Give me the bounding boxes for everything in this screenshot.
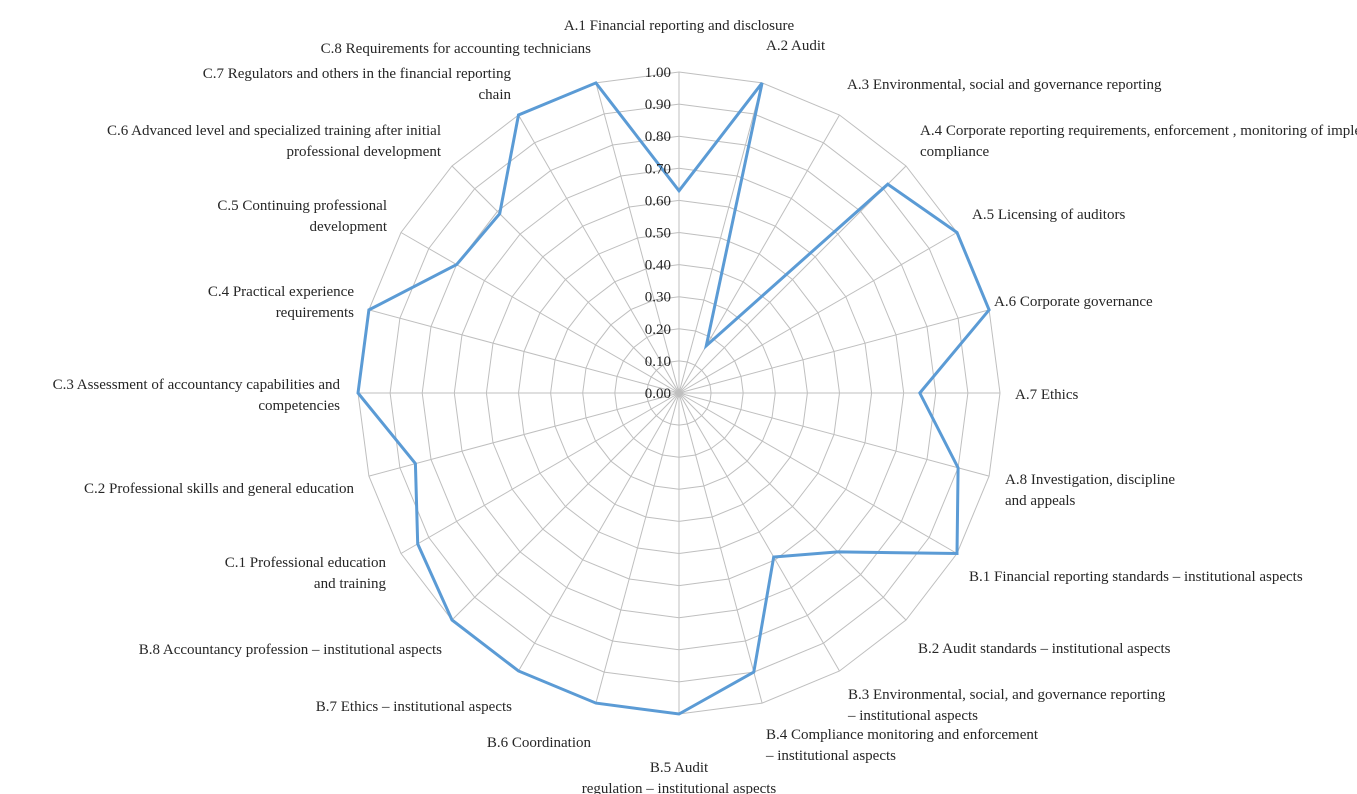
grid-spoke	[678, 82, 763, 394]
tick-label: 0.90	[645, 97, 671, 113]
category-label: A.5 Licensing of auditors	[972, 207, 1125, 223]
category-label: B.1 Financial reporting standards – inst…	[969, 569, 1303, 585]
grid-spoke	[678, 165, 907, 394]
radar-grid	[357, 71, 1001, 715]
grid-spoke	[678, 392, 990, 477]
category-label: B.3 Environmental, social, and governanc…	[847, 687, 1166, 724]
category-label: A.2 Audit	[766, 38, 826, 54]
grid-spoke	[678, 232, 958, 394]
category-label: C.7 Regulators and others in the financi…	[203, 66, 512, 103]
tick-label: 0.60	[645, 193, 671, 209]
category-label: B.5 Audit regulation – institutional aspe…	[582, 760, 777, 794]
grid-spoke	[518, 114, 680, 394]
grid-spoke	[678, 309, 990, 394]
radial-tick-labels: 0.00 0.10 0.20 0.30 0.40 0.50 0.60 0.70 0.80 0.90…	[645, 65, 671, 402]
grid-spoke	[400, 392, 680, 554]
grid-spoke	[451, 392, 680, 621]
category-label: C.1 Professional education and training	[225, 555, 387, 592]
grid-spoke	[678, 392, 840, 672]
grid-spoke	[678, 114, 840, 394]
tick-label: 0.00	[645, 386, 671, 402]
grid-spoke	[400, 232, 680, 394]
grid-spoke	[678, 392, 958, 554]
grid-spoke	[368, 392, 680, 477]
grid-spoke	[678, 392, 907, 621]
category-label: C.4 Practical experience requirements	[208, 284, 355, 321]
category-label: A.7 Ethics	[1015, 387, 1078, 403]
tick-label: 1.00	[645, 65, 671, 81]
category-label: A.3 Environmental, social and governance…	[847, 77, 1162, 93]
category-label: C.8 Requirements for accounting technici…	[321, 41, 591, 57]
category-label: B.7 Ethics – institutional aspects	[316, 699, 512, 715]
category-label: A.8 Investigation, discipline and appeals	[1005, 472, 1175, 509]
category-label: C.3 Assessment of accountancy capabiliti…	[53, 377, 341, 414]
category-label: B.8 Accountancy profession – institution…	[139, 642, 442, 658]
category-label: A.1 Financial reporting and disclosure	[564, 18, 795, 34]
grid-spoke	[595, 82, 680, 394]
category-label: A.4 Corporate reporting requirements, en…	[920, 123, 1357, 160]
category-label: C.6 Advanced level and specialized train…	[107, 123, 442, 160]
grid-spoke	[678, 392, 763, 704]
radar-series	[356, 81, 991, 716]
tick-label: 0.80	[645, 129, 671, 145]
grid-spoke	[595, 392, 680, 704]
tick-label: 0.70	[645, 161, 671, 177]
category-labels: A.1 Financial reporting and disclosure A.…	[53, 18, 1357, 794]
series-line	[356, 81, 991, 716]
tick-label: 0.10	[645, 354, 671, 370]
grid-spoke	[451, 165, 680, 394]
category-label: B.6 Coordination	[487, 735, 592, 751]
category-label: C.5 Continuing professional development	[217, 198, 387, 235]
grid-spoke	[518, 392, 680, 672]
grid-spoke	[368, 309, 680, 394]
category-label: B.2 Audit standards – institutional aspe…	[918, 641, 1171, 657]
category-label: B.4 Compliance monitoring and enforcemen…	[765, 727, 1039, 764]
category-label: C.2 Professional skills and general educ…	[84, 481, 354, 497]
category-label: A.6 Corporate governance	[994, 294, 1153, 310]
tick-label: 0.20	[645, 322, 671, 338]
tick-label: 0.50	[645, 226, 671, 242]
tick-label: 0.30	[645, 290, 671, 306]
tick-label: 0.40	[645, 258, 671, 274]
